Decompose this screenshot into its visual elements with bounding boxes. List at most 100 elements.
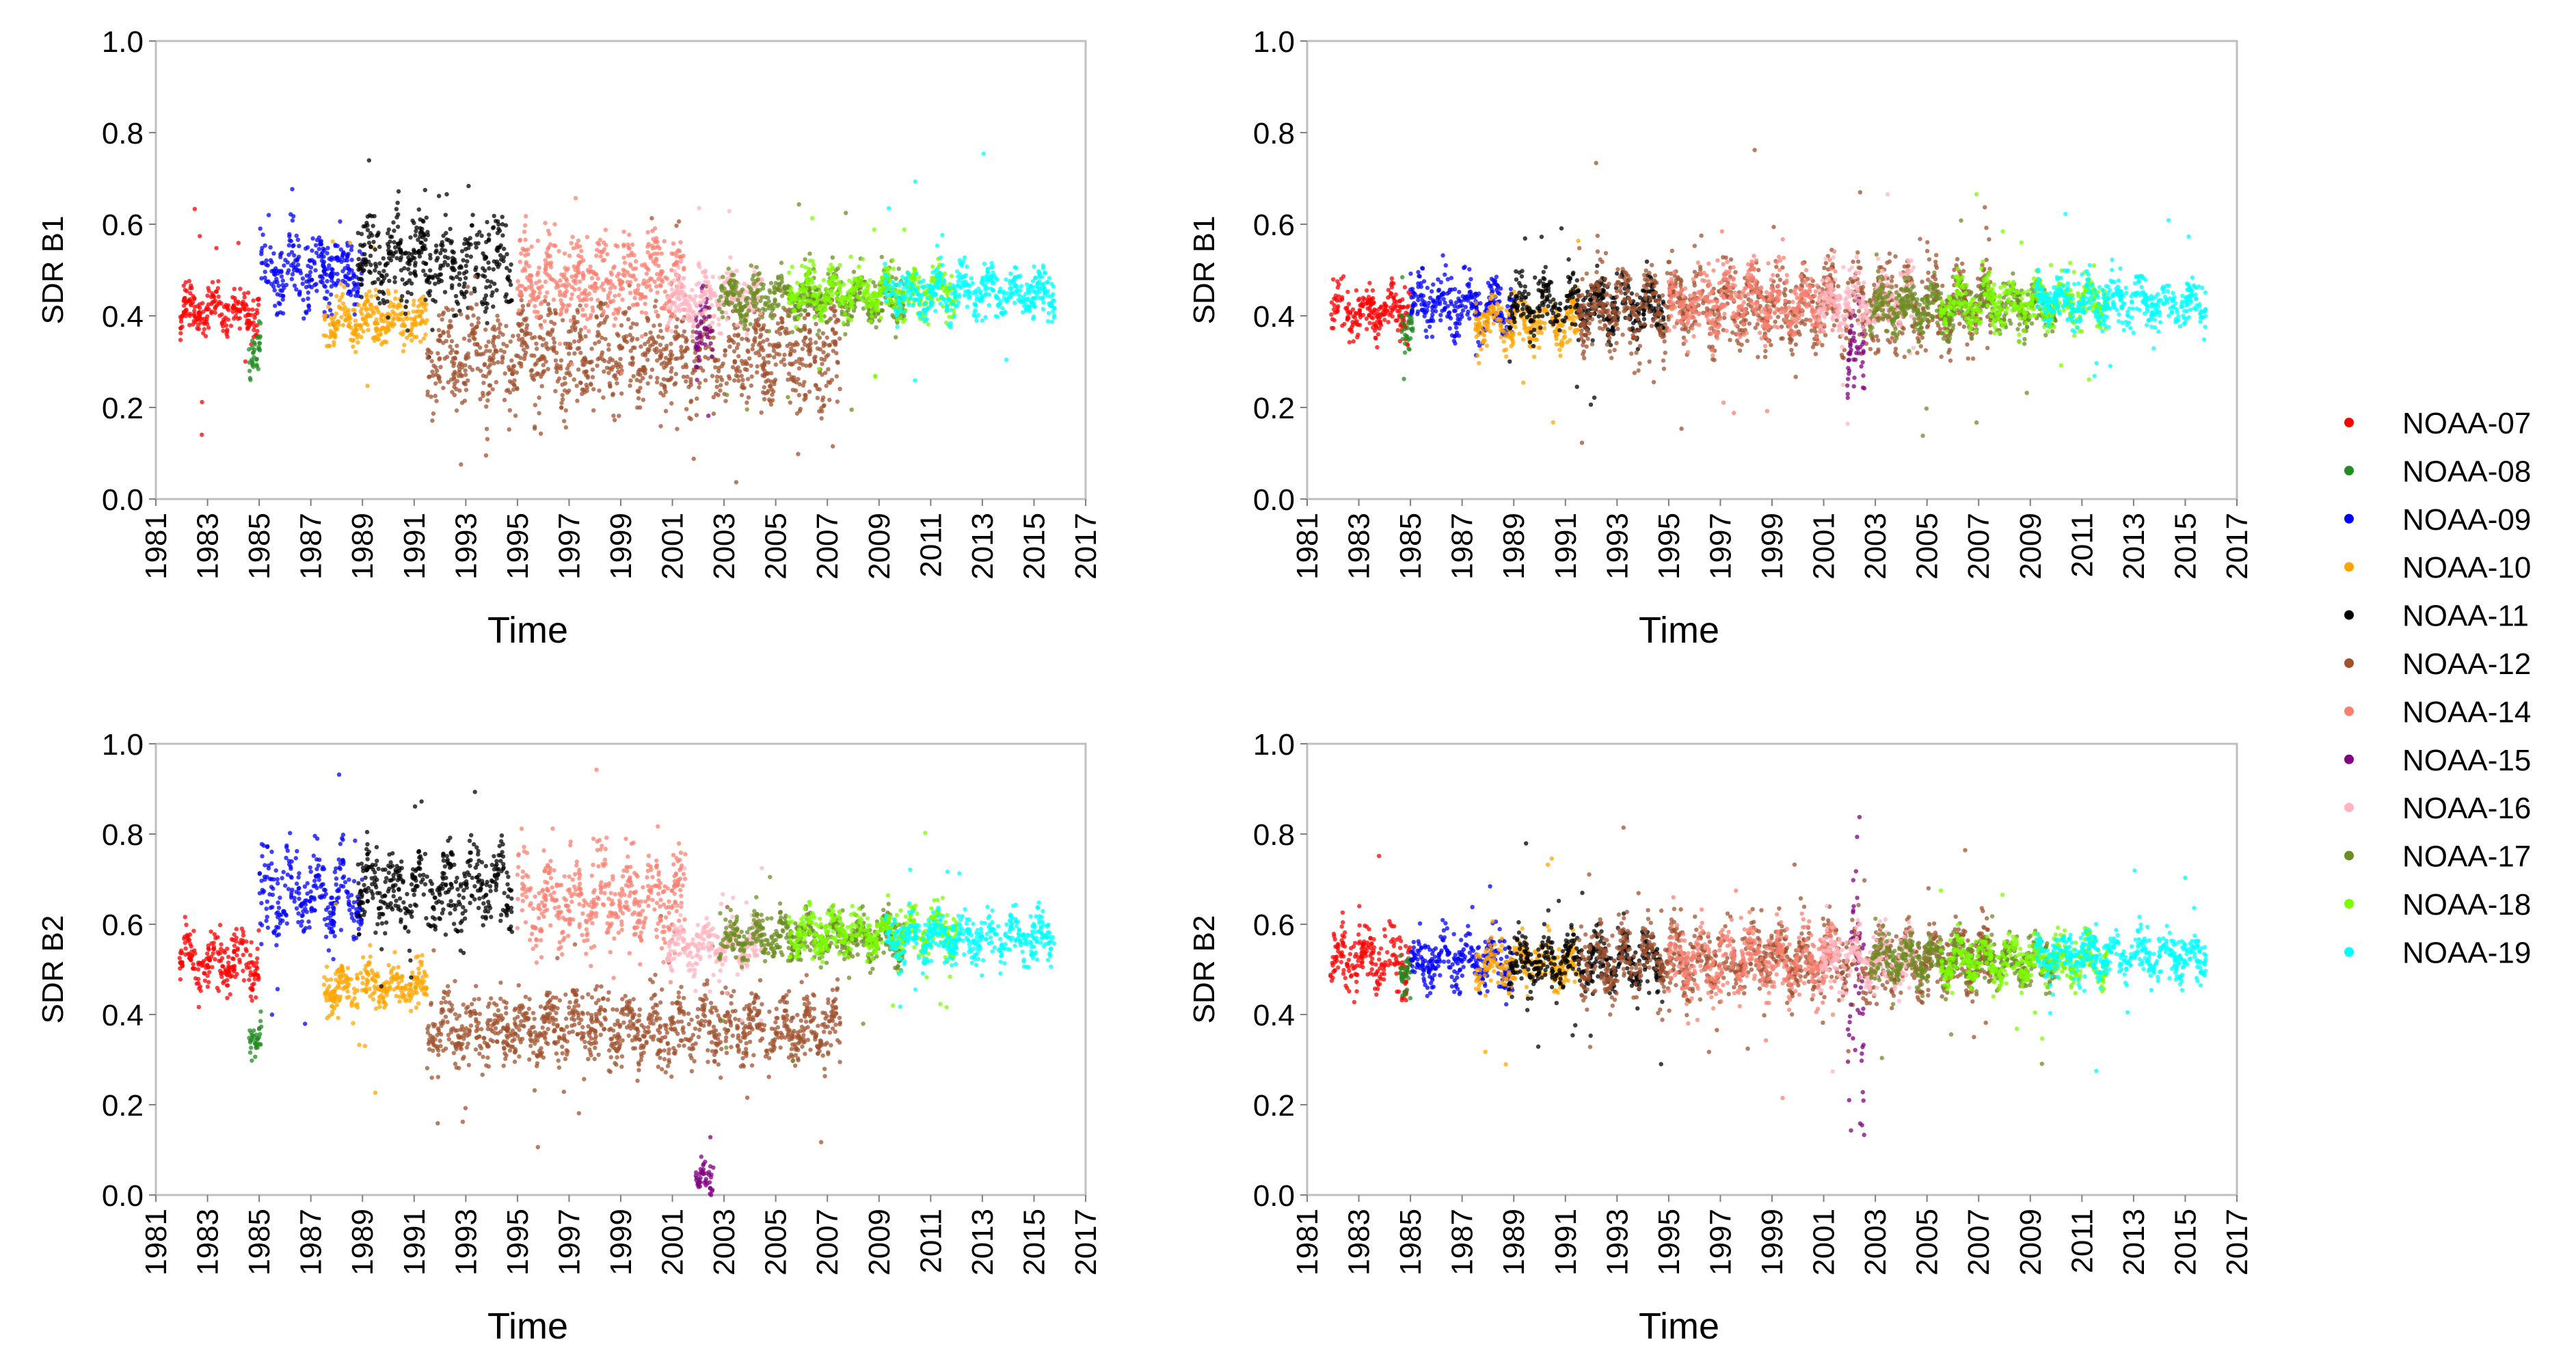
data-point	[295, 234, 299, 238]
data-point	[418, 241, 422, 245]
data-point	[397, 317, 401, 321]
data-point	[376, 296, 380, 300]
data-point	[374, 265, 378, 269]
data-point	[465, 259, 469, 263]
data-point	[567, 345, 572, 349]
data-point	[334, 283, 338, 287]
data-point	[687, 416, 691, 420]
data-point	[459, 462, 463, 466]
data-point	[468, 236, 472, 240]
data-point	[347, 324, 351, 328]
data-point	[323, 284, 327, 288]
data-point	[477, 230, 481, 234]
data-point	[450, 339, 454, 343]
x-tick-label: 1993	[449, 513, 483, 580]
data-point	[511, 388, 515, 392]
data-point	[530, 368, 534, 372]
data-point	[766, 360, 770, 364]
data-point	[494, 288, 498, 292]
data-point	[377, 301, 381, 305]
data-point	[271, 269, 276, 273]
data-point	[473, 274, 477, 278]
data-point	[780, 317, 784, 321]
data-point	[276, 311, 280, 315]
data-point	[296, 238, 300, 242]
data-point	[291, 218, 295, 222]
data-point	[602, 369, 606, 373]
data-point	[418, 340, 422, 344]
data-point	[361, 330, 365, 334]
data-point	[341, 323, 345, 327]
data-point	[328, 273, 332, 278]
data-point	[827, 380, 831, 384]
data-point	[358, 243, 362, 247]
data-point	[349, 247, 353, 252]
data-point	[833, 332, 837, 336]
data-point	[761, 327, 765, 331]
data-point	[548, 311, 552, 315]
data-point	[314, 282, 318, 286]
data-point	[575, 399, 579, 403]
data-point	[505, 252, 509, 256]
data-point	[531, 376, 535, 380]
data-point	[386, 315, 390, 319]
data-point	[393, 245, 397, 250]
data-point	[425, 355, 429, 360]
data-point	[585, 383, 589, 387]
data-point	[564, 425, 568, 429]
data-point	[349, 268, 353, 272]
data-point	[490, 327, 494, 331]
data-point	[277, 301, 281, 305]
data-point	[723, 348, 727, 352]
data-point	[464, 355, 468, 360]
x-tick-label: 1995	[501, 513, 535, 580]
data-point	[715, 375, 719, 379]
data-point	[787, 372, 791, 376]
data-point	[734, 480, 738, 484]
data-point	[652, 323, 656, 327]
data-point	[226, 304, 230, 308]
data-point	[206, 325, 211, 330]
data-point	[525, 345, 529, 349]
data-point	[450, 283, 454, 287]
data-point	[662, 384, 667, 388]
data-point	[470, 368, 474, 372]
data-point	[381, 269, 386, 273]
data-point	[386, 242, 390, 246]
data-point	[310, 248, 314, 252]
data-point	[589, 347, 593, 351]
data-point	[645, 350, 649, 354]
data-point	[286, 260, 290, 265]
data-point	[464, 290, 468, 294]
data-point	[463, 237, 467, 241]
data-point	[554, 366, 558, 370]
data-point	[462, 336, 466, 340]
data-point	[291, 244, 295, 248]
data-point	[231, 310, 235, 314]
data-point	[371, 224, 375, 228]
data-point	[438, 273, 442, 277]
data-point	[287, 243, 291, 247]
data-point	[791, 362, 795, 366]
data-point	[464, 373, 468, 377]
data-point	[204, 320, 208, 324]
data-point	[600, 353, 604, 357]
data-point	[616, 334, 620, 338]
data-point	[362, 252, 366, 256]
data-point	[334, 322, 338, 326]
data-point	[454, 294, 458, 298]
data-point	[377, 337, 381, 341]
data-point	[278, 255, 282, 259]
data-point	[792, 349, 796, 353]
data-point	[480, 300, 484, 304]
data-point	[353, 319, 358, 323]
data-point	[495, 314, 499, 318]
data-point	[418, 321, 422, 325]
data-point	[440, 317, 444, 321]
data-point	[485, 427, 489, 431]
data-point	[238, 316, 242, 320]
data-point	[390, 234, 394, 239]
data-point	[798, 361, 802, 365]
data-point	[470, 213, 474, 217]
data-point	[200, 433, 204, 437]
